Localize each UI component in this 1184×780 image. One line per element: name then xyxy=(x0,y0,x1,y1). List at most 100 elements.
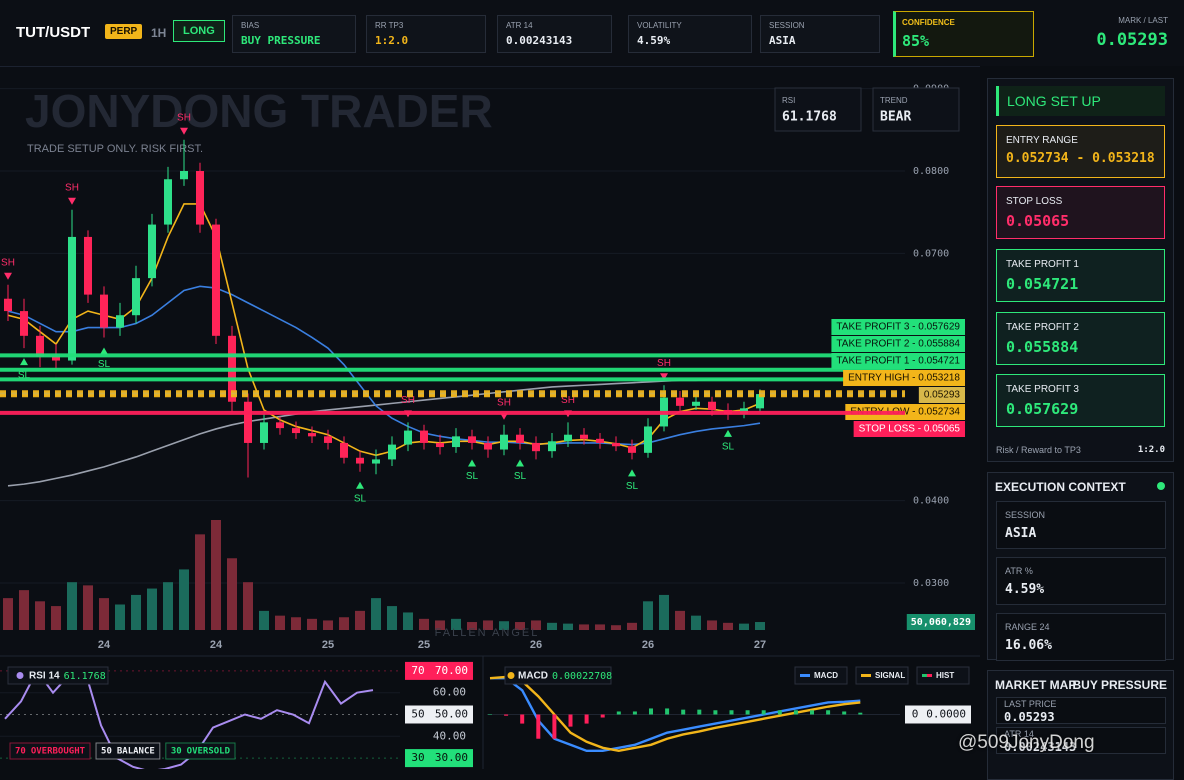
legend-value: 70 xyxy=(15,747,26,757)
candle-body xyxy=(84,236,92,295)
threshold-label: 70.00 xyxy=(435,664,468,677)
volume-bar xyxy=(339,617,349,630)
candle-body xyxy=(756,394,764,409)
stat-box: VOLATILITY 4.59% xyxy=(628,15,752,53)
legend-box xyxy=(165,742,236,760)
level-label-box xyxy=(845,404,965,420)
market-value: 0.00243143 xyxy=(1004,740,1077,754)
marker-label: SH xyxy=(177,112,191,123)
volume-bar xyxy=(579,624,589,630)
threshold-value: 70 xyxy=(411,664,424,677)
hist-bar xyxy=(745,710,750,715)
legend-item: 30 OVERSOLD xyxy=(165,742,236,760)
stat-value: 4.59% xyxy=(637,34,671,47)
y-tick-label: 0.0300 xyxy=(913,578,949,589)
y-tick-label: 0.0700 xyxy=(913,248,949,259)
mark-value: 0.05293 xyxy=(1096,30,1168,50)
volume-bar xyxy=(147,588,157,630)
candle-body xyxy=(484,442,492,450)
candle-body xyxy=(244,401,252,443)
marker-label: SH xyxy=(657,358,671,369)
hist-bar xyxy=(777,710,782,715)
marker-label: SH xyxy=(65,182,79,193)
volume-bar xyxy=(371,598,381,630)
rr-label: Risk / Reward to TP3 xyxy=(996,445,1081,455)
volume-bar xyxy=(3,598,13,630)
volume-bar xyxy=(259,610,269,630)
rsi-title: RSI 14 xyxy=(29,671,60,682)
threshold-label: 50.00 xyxy=(435,708,468,721)
market-title: MARKET MAP xyxy=(995,678,1077,692)
badge-box xyxy=(872,87,960,132)
rsi-dot xyxy=(16,672,24,679)
market-state: BUY PRESSURE xyxy=(1072,678,1167,692)
market-value: 0.05293 xyxy=(1004,710,1055,724)
volume-bar xyxy=(467,622,477,630)
level-label: 0.05293 xyxy=(924,390,961,401)
volume-bar xyxy=(163,582,173,630)
marker-arrow xyxy=(356,481,364,489)
legend-box xyxy=(9,742,91,760)
market-map: MARKET MAP BUY PRESSURE LAST PRICE 0.05293 A… xyxy=(987,670,1174,780)
macd-dot xyxy=(507,672,515,679)
card-value: 0.055884 xyxy=(1006,338,1079,356)
volume-label-box xyxy=(906,614,975,630)
candle-body xyxy=(340,442,348,458)
setup-card: TAKE PROFIT 2 0.055884 xyxy=(996,312,1165,365)
context-item: RANGE 24 16.06% xyxy=(996,613,1166,661)
level-label: ENTRY HIGH - 0.053218 xyxy=(848,373,960,384)
rsi-title-box xyxy=(7,666,109,685)
marker-arrow xyxy=(516,459,524,467)
y-tick-label: 40.00 xyxy=(433,729,466,742)
level-label-box xyxy=(831,353,965,369)
threshold-value: 50 xyxy=(411,708,424,721)
hist-bar xyxy=(761,710,766,715)
card-label: TAKE PROFIT 2 xyxy=(1006,322,1079,333)
candle-body xyxy=(500,434,508,450)
badge-label: TREND xyxy=(880,96,908,105)
candle-body xyxy=(644,426,652,453)
marker-arrow xyxy=(628,469,636,477)
threshold-label: 30.00 xyxy=(435,751,468,764)
context-label: ATR % xyxy=(1005,566,1033,576)
confidence-value: 85% xyxy=(902,32,930,50)
hist-bar xyxy=(600,714,605,718)
legend-value: 30 xyxy=(171,747,182,757)
candle-body xyxy=(580,434,588,439)
volume-bar xyxy=(723,622,733,630)
candle-body xyxy=(708,401,716,410)
legend-label: HIST xyxy=(936,671,954,680)
x-tick-label: 24 xyxy=(98,639,111,651)
candle-body xyxy=(180,171,188,180)
stat-label: VOLATILITY xyxy=(637,21,682,30)
setup-panel: LONG SET UP ENTRY RANGE 0.052734 - 0.05321… xyxy=(987,78,1174,462)
market-label: LAST PRICE xyxy=(1004,699,1057,709)
volume-bar xyxy=(515,622,525,630)
level-label: ENTRY LOW - 0.052734 xyxy=(850,407,960,418)
volume-bar xyxy=(67,582,77,630)
moving-average xyxy=(7,377,760,487)
card-label: STOP LOSS xyxy=(1006,196,1063,207)
top-bar: TUT/USDT PERP 1H LONG BIAS BUY PRESSURE RR TP3… xyxy=(0,0,1184,67)
hist-bar xyxy=(665,708,670,715)
legend-value: 50 xyxy=(101,747,112,757)
watermark: @509JonyDong xyxy=(958,732,1095,753)
marker-arrow xyxy=(180,127,188,135)
candle-body xyxy=(404,430,412,445)
volume-bar xyxy=(627,622,637,630)
volume-bar xyxy=(307,618,317,630)
side-badge: LONG xyxy=(173,20,225,42)
card-label: ENTRY RANGE xyxy=(1006,135,1078,146)
card-label: TAKE PROFIT 1 xyxy=(1006,259,1079,270)
marker-arrow xyxy=(660,373,668,381)
volume-bar xyxy=(755,622,765,630)
stat-value: ASIA xyxy=(769,34,796,47)
x-tick-label: 26 xyxy=(530,639,542,651)
volume-bar xyxy=(595,624,605,630)
y-tick-label: 0.0800 xyxy=(913,166,949,177)
zero-badge xyxy=(905,705,971,724)
legend-label: MACD xyxy=(814,671,838,680)
marker-label: SL xyxy=(514,471,527,482)
stat-box: RR TP3 1:2.0 xyxy=(366,15,486,53)
candle-body xyxy=(324,436,332,443)
